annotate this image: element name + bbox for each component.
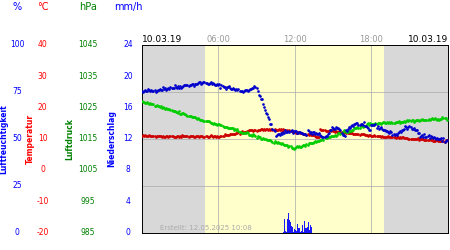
Bar xyxy=(294,229,295,232)
Text: mm/h: mm/h xyxy=(114,2,143,12)
Bar xyxy=(305,228,306,232)
Text: %: % xyxy=(13,2,22,12)
Text: 25: 25 xyxy=(12,181,22,190)
Bar xyxy=(291,226,292,232)
Text: 0: 0 xyxy=(126,228,130,237)
Bar xyxy=(289,220,290,232)
Text: Niederschlag: Niederschlag xyxy=(107,110,116,167)
Text: 12: 12 xyxy=(123,134,133,143)
Bar xyxy=(292,228,293,232)
Bar xyxy=(301,231,302,232)
Text: 40: 40 xyxy=(38,40,48,50)
Text: -20: -20 xyxy=(36,228,49,237)
Text: 50: 50 xyxy=(12,134,22,143)
Text: 75: 75 xyxy=(12,87,22,96)
Bar xyxy=(311,227,312,232)
Text: 12:00: 12:00 xyxy=(283,35,306,44)
Bar xyxy=(308,222,309,232)
Text: Luftfeuchtigkeit: Luftfeuchtigkeit xyxy=(0,104,8,174)
Bar xyxy=(309,230,310,232)
Text: 1035: 1035 xyxy=(78,72,98,81)
Text: hPa: hPa xyxy=(79,2,97,12)
Bar xyxy=(304,220,305,232)
Text: 1025: 1025 xyxy=(78,103,97,112)
Bar xyxy=(307,227,308,232)
Text: 20: 20 xyxy=(38,103,48,112)
Text: 0: 0 xyxy=(15,228,19,237)
Text: 18:00: 18:00 xyxy=(359,35,383,44)
Bar xyxy=(290,222,291,232)
Text: 1045: 1045 xyxy=(78,40,98,50)
Text: 8: 8 xyxy=(126,166,130,174)
Text: 10: 10 xyxy=(38,134,48,143)
Text: Luftdruck: Luftdruck xyxy=(65,118,74,160)
Text: 10.03.19: 10.03.19 xyxy=(142,35,182,44)
Bar xyxy=(298,228,300,232)
Text: 995: 995 xyxy=(81,197,95,206)
Bar xyxy=(285,230,286,232)
Text: 24: 24 xyxy=(123,40,133,50)
Bar xyxy=(288,213,289,233)
Text: 1015: 1015 xyxy=(78,134,97,143)
Text: 985: 985 xyxy=(81,228,95,237)
Text: Temperatur: Temperatur xyxy=(26,114,35,164)
Bar xyxy=(310,226,311,232)
Text: 10.03.19: 10.03.19 xyxy=(408,35,448,44)
Text: 20: 20 xyxy=(123,72,133,81)
Text: 06:00: 06:00 xyxy=(206,35,230,44)
Text: 30: 30 xyxy=(38,72,48,81)
Text: 0: 0 xyxy=(40,166,45,174)
Text: 100: 100 xyxy=(10,40,24,50)
Bar xyxy=(287,219,288,232)
Text: 16: 16 xyxy=(123,103,133,112)
Text: 1005: 1005 xyxy=(78,166,98,174)
Bar xyxy=(302,225,303,232)
Text: °C: °C xyxy=(37,2,49,12)
Bar xyxy=(297,224,298,232)
Bar xyxy=(205,45,384,232)
Bar xyxy=(284,220,285,232)
Bar xyxy=(306,228,307,232)
Bar xyxy=(295,230,297,232)
Text: Erstellt: 12.05.2025 10:08: Erstellt: 12.05.2025 10:08 xyxy=(160,225,252,231)
Text: -10: -10 xyxy=(36,197,49,206)
Text: 4: 4 xyxy=(126,197,130,206)
